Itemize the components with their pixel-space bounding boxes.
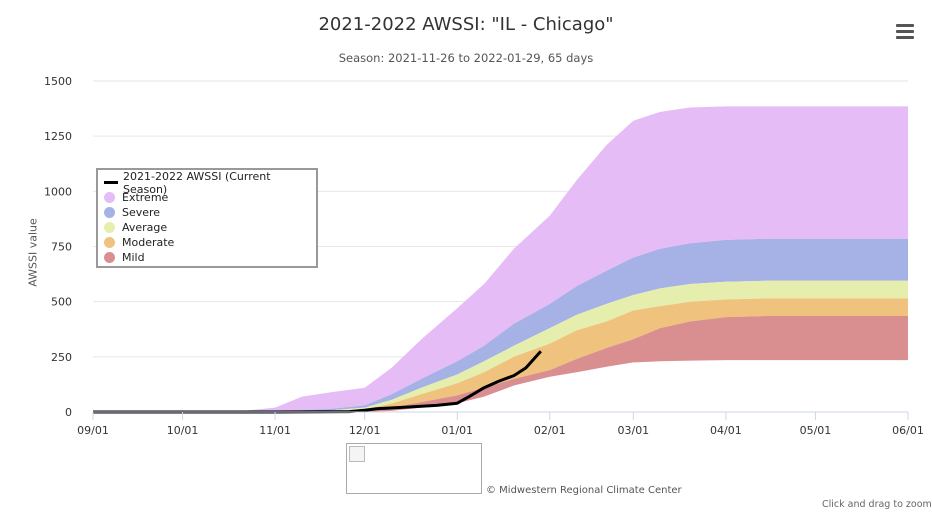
legend-item-mild[interactable]: Mild — [104, 250, 310, 265]
hamburger-menu-icon[interactable] — [896, 24, 914, 40]
zoom-hint: Click and drag to zoom — [822, 499, 932, 510]
legend-label: Extreme — [122, 191, 169, 204]
legend-swatch — [104, 252, 115, 263]
x-tick-label: 10/01 — [167, 424, 199, 437]
legend-label: Severe — [122, 206, 161, 219]
current-season-line[interactable] — [93, 350, 542, 414]
x-tick-label: 11/01 — [259, 424, 291, 437]
axes: 0 250 500 750 1000 1250 1500 09/01 10/01 11/01 12/… — [44, 75, 924, 437]
broken-logo-image — [346, 443, 482, 494]
area-band-average[interactable] — [93, 280, 908, 412]
area-bands — [93, 106, 908, 413]
y-axis-label: AWSSI value — [26, 218, 40, 287]
area-band-mild[interactable] — [93, 316, 908, 412]
legend-label: Moderate — [122, 236, 175, 249]
legend-swatch — [104, 192, 115, 203]
legend-item-severe[interactable]: Severe — [104, 205, 310, 220]
broken-image-icon — [349, 446, 365, 462]
y-tick-label: 1250 — [44, 130, 72, 143]
chart-title: 2021-2022 AWSSI: "IL - Chicago" — [318, 14, 614, 35]
x-tick-label: 01/01 — [441, 424, 473, 437]
area-band-severe[interactable] — [93, 238, 908, 412]
x-tick-label: 12/01 — [349, 424, 381, 437]
legend-swatch — [104, 207, 115, 218]
x-tick-label: 04/01 — [710, 424, 742, 437]
legend-item-extreme[interactable]: Extreme — [104, 190, 310, 205]
y-tick-label: 500 — [51, 296, 72, 309]
legend-label: Average — [122, 221, 168, 234]
x-tick-label: 02/01 — [534, 424, 566, 437]
legend-swatch — [104, 237, 115, 248]
x-tick-label: 09/01 — [77, 424, 109, 437]
chart-subtitle: Season: 2021-11-26 to 2022-01-29, 65 day… — [338, 51, 594, 65]
x-tick-label: 06/01 — [892, 424, 924, 437]
x-tick-label: 03/01 — [617, 424, 649, 437]
legend: 2021-2022 AWSSI (Current Season) Extreme… — [96, 168, 318, 268]
legend-swatch — [104, 222, 115, 233]
y-tick-label: 1000 — [44, 185, 72, 198]
legend-item-current-season[interactable]: 2021-2022 AWSSI (Current Season) — [104, 170, 310, 196]
legend-label: 2021-2022 AWSSI (Current Season) — [123, 169, 271, 196]
legend-label: Mild — [122, 251, 145, 264]
credit-text[interactable]: © Midwestern Regional Climate Center — [486, 485, 682, 496]
legend-line-marker — [104, 181, 118, 184]
current-season-line-layer — [93, 350, 542, 414]
y-tick-label: 0 — [65, 406, 72, 419]
area-band-moderate[interactable] — [93, 298, 908, 412]
legend-item-moderate[interactable]: Moderate — [104, 235, 310, 250]
y-tick-label: 1500 — [44, 75, 72, 88]
y-tick-label: 250 — [51, 351, 72, 364]
y-tick-label: 750 — [51, 241, 72, 254]
legend-item-average[interactable]: Average — [104, 220, 310, 235]
x-tick-label: 05/01 — [800, 424, 832, 437]
area-band-extreme[interactable] — [93, 106, 908, 413]
